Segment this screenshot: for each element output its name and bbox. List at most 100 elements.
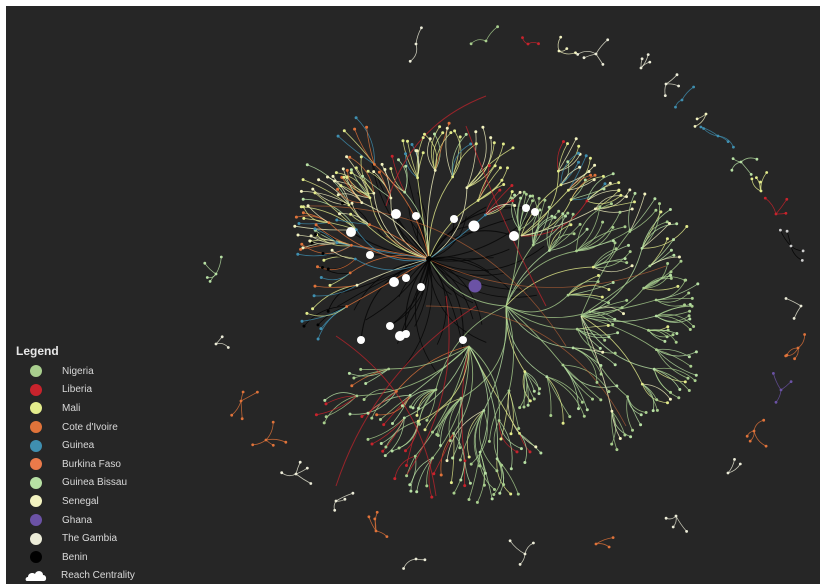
network-edge (560, 152, 579, 185)
network-node (792, 317, 796, 320)
network-node (602, 187, 606, 191)
network-node (623, 257, 627, 261)
network-node (458, 135, 462, 139)
network-node (598, 205, 602, 209)
network-node (498, 491, 502, 495)
network-node (490, 497, 494, 501)
network-edge (593, 251, 631, 268)
network-node (380, 162, 384, 166)
network-node (426, 256, 432, 262)
network-node (665, 335, 669, 339)
network-node (689, 364, 693, 368)
network-node (366, 437, 370, 441)
network-node (439, 444, 442, 447)
network-node (404, 164, 408, 168)
network-node (543, 198, 547, 202)
network-edge (520, 208, 596, 237)
network-node (415, 490, 419, 494)
network-edge (303, 198, 357, 230)
network-node (445, 126, 449, 130)
network-node (391, 209, 401, 219)
network-node (342, 175, 346, 179)
network-edge (641, 223, 677, 249)
network-edge (346, 156, 371, 198)
network-node (562, 140, 565, 144)
network-edge (656, 313, 694, 327)
network-node (625, 298, 629, 302)
network-edge (558, 143, 568, 172)
network-node (528, 194, 532, 198)
network-node (702, 127, 705, 130)
network-edge (580, 315, 657, 350)
network-node (438, 125, 442, 129)
network-edge (524, 542, 534, 555)
network-node (616, 331, 620, 335)
network-edge (354, 128, 375, 165)
network-node (350, 201, 354, 205)
network-node (613, 351, 617, 355)
network-node (515, 450, 519, 454)
network-node (271, 420, 275, 424)
network-node (755, 157, 759, 161)
network-edge (649, 239, 674, 267)
network-node (779, 388, 783, 392)
network-node (414, 42, 418, 46)
network-node (606, 324, 610, 327)
network-edge (445, 128, 453, 178)
network-edge (477, 165, 496, 201)
network-node (576, 53, 580, 56)
network-edge (794, 347, 799, 359)
network-node (674, 340, 678, 344)
network-edge (416, 137, 424, 178)
network-node (484, 39, 488, 43)
network-edge (749, 430, 755, 442)
network-node (716, 134, 720, 138)
network-node (678, 388, 682, 391)
network-node (476, 199, 480, 202)
network-node (680, 98, 684, 102)
network-edge (453, 433, 465, 481)
network-edge (576, 212, 621, 252)
network-node (294, 472, 298, 476)
network-edge (361, 202, 430, 260)
network-node (765, 171, 769, 174)
network-edge (496, 458, 519, 495)
network-node (203, 261, 207, 265)
network-node (582, 414, 586, 418)
network-edge (627, 396, 641, 426)
legend-item-cote-divoire: Cote d'Ivoire (16, 418, 135, 437)
network-node (593, 173, 597, 177)
legend-item-liberia: Liberia (16, 381, 135, 400)
network-node (425, 418, 429, 422)
network-node (692, 325, 696, 328)
network-node (655, 398, 659, 402)
network-edge (628, 193, 636, 232)
white-cloud-blob-icon (25, 571, 47, 582)
network-node (789, 380, 793, 383)
network-edge (428, 258, 507, 307)
network-node (575, 249, 578, 253)
network-edge (532, 207, 550, 246)
network-node (538, 387, 542, 391)
network-node (302, 324, 306, 328)
network-edge (215, 336, 223, 345)
network-edge (418, 345, 470, 422)
network-node (433, 169, 437, 172)
network-edge (336, 242, 430, 260)
network-node (459, 336, 467, 344)
network-node (408, 393, 412, 397)
network-node (372, 191, 376, 195)
network-node (575, 327, 579, 331)
network-node (368, 223, 371, 227)
network-node (665, 237, 669, 241)
network-node (324, 415, 328, 419)
network-edge (346, 170, 371, 199)
network-node (310, 241, 314, 245)
network-edge (549, 229, 588, 251)
network-node (539, 451, 543, 455)
network-node (690, 304, 694, 308)
network-edge (571, 183, 606, 201)
network-node (679, 259, 683, 263)
network-node (628, 230, 632, 233)
network-edge (595, 195, 627, 210)
